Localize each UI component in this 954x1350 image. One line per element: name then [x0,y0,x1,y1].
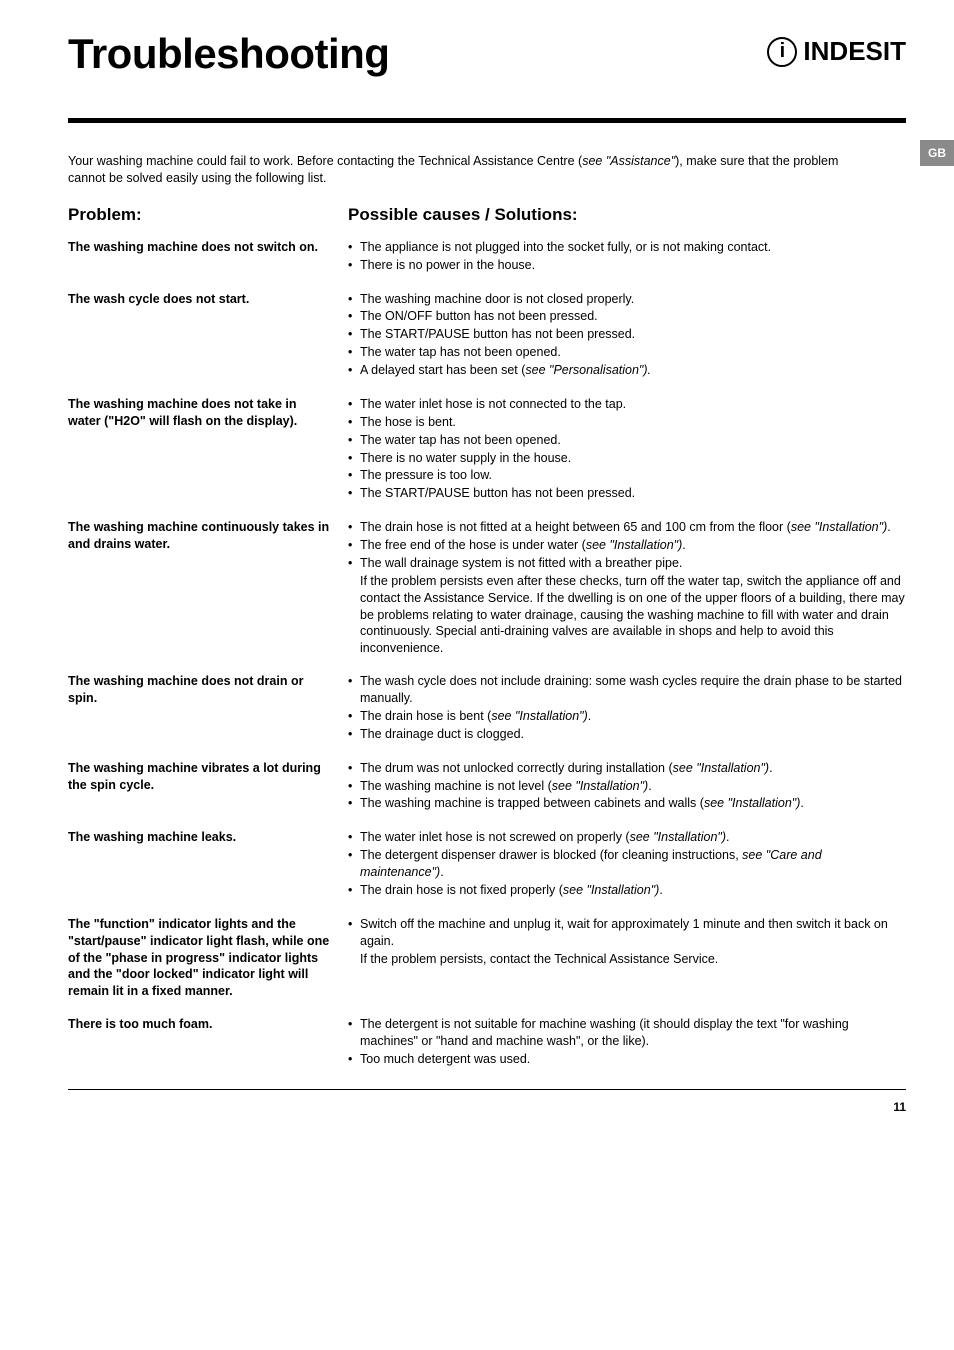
reference-text: see "Installation") [552,779,648,793]
table-row: The washing machine does not drain or sp… [68,673,906,744]
solutions-cell: Switch off the machine and unplug it, wa… [348,916,906,1000]
solutions-list: The drum was not unlocked correctly duri… [348,760,906,813]
brand-text: INDESIT [803,36,906,67]
list-item: The drain hose is not fixed properly (se… [348,882,906,899]
note-text: If the problem persists, contact the Tec… [348,951,906,968]
language-tab: GB [920,140,954,166]
table-row: The wash cycle does not start.The washin… [68,291,906,380]
solutions-list: The water inlet hose is not connected to… [348,396,906,502]
page-number: 11 [68,1100,906,1114]
solutions-list: The drain hose is not fitted at a height… [348,519,906,572]
list-item: The hose is bent. [348,414,906,431]
table-row: The washing machine leaks.The water inle… [68,829,906,900]
table-row: The washing machine continuously takes i… [68,519,906,657]
header-rule: GB [68,118,906,123]
list-item: The drainage duct is clogged. [348,726,906,743]
list-item: The water tap has not been opened. [348,432,906,449]
list-item: The appliance is not plugged into the so… [348,239,906,256]
reference-text: see "Installation") [491,709,587,723]
solutions-cell: The water inlet hose is not connected to… [348,396,906,503]
problem-cell: The washing machine leaks. [68,829,348,900]
note-text: If the problem persists even after these… [348,573,906,657]
solutions-list: The wash cycle does not include draining… [348,673,906,743]
table-row: The "function" indicator lights and the … [68,916,906,1000]
list-item: The washing machine door is not closed p… [348,291,906,308]
list-item: The drum was not unlocked correctly duri… [348,760,906,777]
solutions-cell: The appliance is not plugged into the so… [348,239,906,275]
list-item: There is no water supply in the house. [348,450,906,467]
solutions-list: The detergent is not suitable for machin… [348,1016,906,1068]
problem-cell: The washing machine vibrates a lot durin… [68,760,348,814]
solutions-list: The washing machine door is not closed p… [348,291,906,379]
solutions-list: The water inlet hose is not screwed on p… [348,829,906,899]
list-item: The drain hose is bent (see "Installatio… [348,708,906,725]
list-item: Switch off the machine and unplug it, wa… [348,916,906,950]
list-item: The water inlet hose is not connected to… [348,396,906,413]
page-title: Troubleshooting [68,30,389,78]
solutions-cell: The wash cycle does not include draining… [348,673,906,744]
solutions-cell: The detergent is not suitable for machin… [348,1016,906,1069]
brand-logo: INDESIT [767,36,906,67]
table-row: The washing machine does not take in wat… [68,396,906,503]
problem-cell: The washing machine does not drain or sp… [68,673,348,744]
solutions-cell: The drum was not unlocked correctly duri… [348,760,906,814]
reference-text: see "Installation") [673,761,769,775]
problem-cell: The washing machine continuously takes i… [68,519,348,657]
problem-header: Problem: [68,205,348,225]
list-item: The drain hose is not fitted at a height… [348,519,906,536]
intro-ref: see "Assistance" [582,154,675,168]
footer-rule [68,1089,906,1090]
column-headers: Problem: Possible causes / Solutions: [68,205,906,225]
table-row: There is too much foam.The detergent is … [68,1016,906,1069]
reference-text: see "Installation") [704,796,800,810]
list-item: The washing machine is not level (see "I… [348,778,906,795]
list-item: The pressure is too low. [348,467,906,484]
list-item: The wash cycle does not include draining… [348,673,906,707]
list-item: Too much detergent was used. [348,1051,906,1068]
solutions-header: Possible causes / Solutions: [348,205,906,225]
list-item: There is no power in the house. [348,257,906,274]
solutions-cell: The drain hose is not fitted at a height… [348,519,906,657]
list-item: A delayed start has been set (see "Perso… [348,362,906,379]
troubleshooting-table: The washing machine does not switch on.T… [68,239,906,1069]
reference-text: see "Personalisation"). [525,363,651,377]
list-item: The wall drainage system is not fitted w… [348,555,906,572]
list-item: The detergent dispenser drawer is blocke… [348,847,906,881]
problem-cell: The "function" indicator lights and the … [68,916,348,1000]
solutions-list: The appliance is not plugged into the so… [348,239,906,274]
list-item: The free end of the hose is under water … [348,537,906,554]
reference-text: see "Installation") [586,538,682,552]
solutions-list: Switch off the machine and unplug it, wa… [348,916,906,950]
reference-text: see "Installation") [630,830,726,844]
solutions-cell: The water inlet hose is not screwed on p… [348,829,906,900]
reference-text: see "Installation") [563,883,659,897]
table-row: The washing machine does not switch on.T… [68,239,906,275]
solutions-cell: The washing machine door is not closed p… [348,291,906,380]
intro-a: Your washing machine could fail to work.… [68,154,582,168]
problem-cell: The wash cycle does not start. [68,291,348,380]
list-item: The detergent is not suitable for machin… [348,1016,906,1050]
problem-cell: The washing machine does not take in wat… [68,396,348,503]
list-item: The ON/OFF button has not been pressed. [348,308,906,325]
problem-cell: The washing machine does not switch on. [68,239,348,275]
reference-text: see "Installation") [791,520,887,534]
list-item: The START/PAUSE button has not been pres… [348,326,906,343]
list-item: The water tap has not been opened. [348,344,906,361]
problem-cell: There is too much foam. [68,1016,348,1069]
table-row: The washing machine vibrates a lot durin… [68,760,906,814]
list-item: The water inlet hose is not screwed on p… [348,829,906,846]
intro-paragraph: Your washing machine could fail to work.… [68,153,906,187]
list-item: The START/PAUSE button has not been pres… [348,485,906,502]
list-item: The washing machine is trapped between c… [348,795,906,812]
brand-info-icon [767,37,797,67]
header: Troubleshooting INDESIT [68,30,906,78]
